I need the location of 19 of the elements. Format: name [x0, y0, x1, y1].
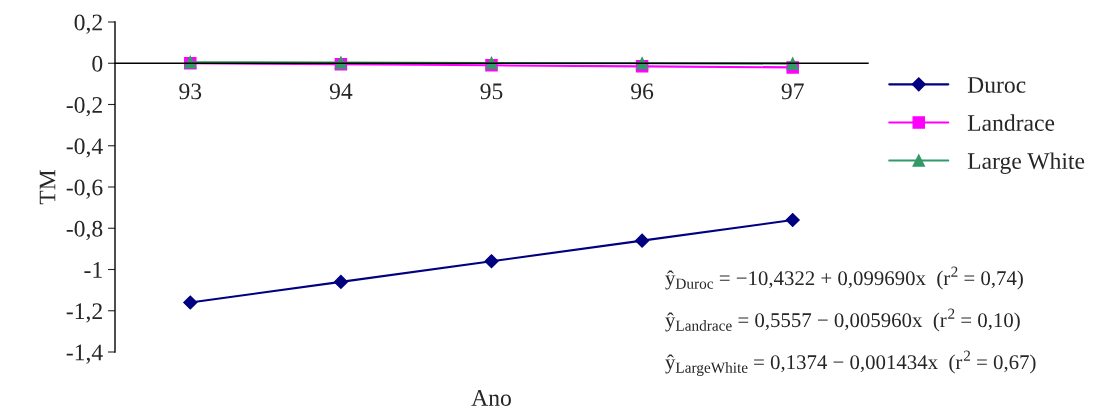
x-tick-label: 93 [179, 83, 202, 100]
x-tick-label: 94 [329, 83, 353, 100]
y-tick-label: -1,4 [66, 344, 103, 364]
y-tick-label: -0,2 [66, 96, 102, 117]
x-tick-label: 95 [480, 83, 503, 100]
y-axis-title: TM [39, 169, 56, 205]
y-tick-label: 0 [92, 55, 103, 72]
y-tick-label: -0,8 [66, 220, 103, 241]
x-tick-label: 97 [781, 83, 804, 100]
x-axis-title: Ano [471, 390, 511, 406]
legend-label: Duroc [967, 77, 1026, 93]
y-tick-label: 0,2 [74, 14, 102, 34]
y-tick-label: -0,4 [66, 138, 103, 158]
legend-label: Large White [967, 152, 1085, 174]
y-tick-label: -1 [84, 262, 102, 278]
x-tick-label: 96 [631, 83, 654, 100]
y-tick-label: -0,6 [66, 179, 103, 199]
y-tick-label: -1,2 [66, 303, 102, 323]
legend-label: Landrace [967, 114, 1055, 131]
